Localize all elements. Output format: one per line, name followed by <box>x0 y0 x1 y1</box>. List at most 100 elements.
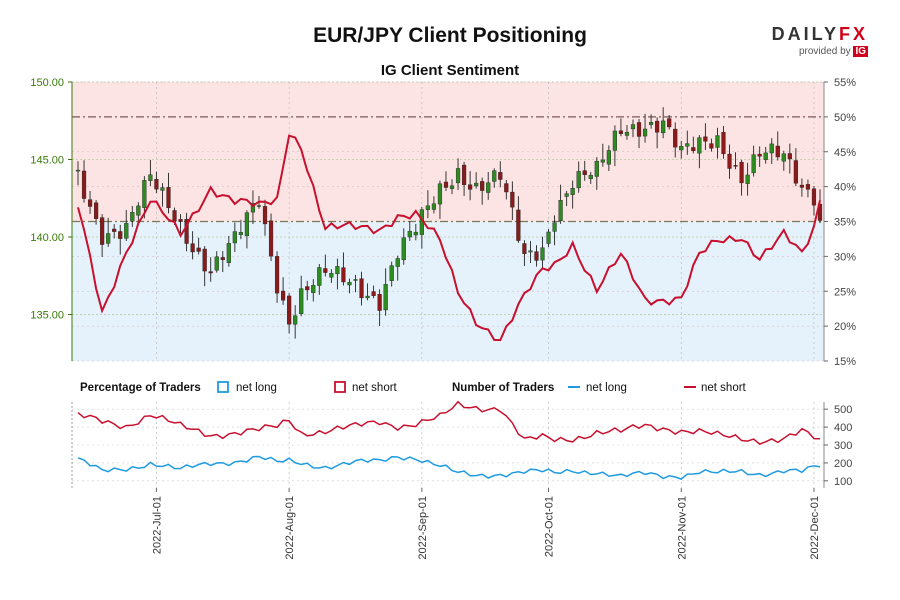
candle-body <box>600 159 605 163</box>
candle-body <box>522 243 527 254</box>
candle-body <box>642 128 648 137</box>
candle-body <box>323 268 328 273</box>
net-short-count-line <box>77 400 821 445</box>
legend-pct-short-swatch <box>334 381 346 393</box>
candle-body <box>359 278 364 299</box>
candle-body <box>93 202 99 219</box>
candle-body <box>534 251 539 261</box>
candle-body <box>220 257 225 260</box>
candle-body <box>757 153 762 157</box>
candle-body <box>371 291 376 296</box>
candle-body <box>461 164 467 185</box>
candle-body <box>244 212 250 236</box>
candle-body <box>510 191 515 208</box>
candle-body <box>516 209 521 241</box>
candle-body <box>504 183 509 193</box>
candle-body <box>395 258 400 267</box>
candle-body <box>293 315 298 325</box>
traders-tick-label: 200 <box>834 458 852 470</box>
candle-body <box>769 143 774 154</box>
candle-body <box>727 153 732 169</box>
candle-body <box>347 282 352 286</box>
candle-body <box>558 200 563 222</box>
candle-body <box>799 184 805 188</box>
candle-body <box>87 199 93 207</box>
percent-tick-label: 55% <box>834 77 856 89</box>
legend-pct-long-label: net long <box>236 382 277 394</box>
candle-body <box>274 256 280 294</box>
candle-body <box>353 279 358 281</box>
chart-subtitle: IG Client Sentiment <box>380 62 520 79</box>
date-tick-label: 2022-Nov-01 <box>676 496 688 560</box>
candle-body <box>299 288 304 314</box>
candle-body <box>335 266 340 275</box>
candle-body <box>612 130 617 151</box>
dailyfx-logo: DAILYFX provided by IG <box>758 24 868 57</box>
candle-body <box>793 160 798 184</box>
candle-body <box>498 172 503 180</box>
traders-gridlines <box>71 402 824 488</box>
candle-body <box>805 184 811 190</box>
candle-body <box>811 188 817 206</box>
percent-tick-label: 50% <box>834 112 856 124</box>
candle-body <box>721 132 726 155</box>
candle-body <box>787 153 792 160</box>
candle-body <box>709 143 714 149</box>
candle-body <box>317 267 322 286</box>
candle-body <box>136 205 141 216</box>
traders-tick-label: 100 <box>834 476 852 488</box>
right-percent-axis: 55% 50% 45% 40% 35% 30% 25% 20% 15% <box>824 77 856 368</box>
logo-provided-by: provided by IG <box>798 46 868 57</box>
candle-body <box>389 265 394 281</box>
candle-body <box>540 247 545 261</box>
traders-panel: 500 400 300 200 100 <box>71 400 852 488</box>
legend-num-long-label: net long <box>586 382 627 394</box>
candle-body <box>763 152 768 160</box>
candle-body <box>130 212 135 222</box>
candle-body <box>202 248 207 272</box>
candle-body <box>214 256 219 271</box>
date-tick-label: 2022-Aug-01 <box>284 496 296 560</box>
candle-body <box>745 174 750 184</box>
candle-body <box>673 128 678 148</box>
candle-body <box>655 120 660 133</box>
candle-body <box>582 170 587 176</box>
price-tick-label: 150.00 <box>30 77 64 89</box>
candle-body <box>697 137 702 154</box>
candle-body <box>667 118 672 128</box>
logo-wordmark: DAILYFX <box>771 24 868 44</box>
candle-body <box>564 193 569 197</box>
candle-body <box>238 232 243 235</box>
candle-body <box>383 284 388 311</box>
legend-pct-title: Percentage of Traders <box>80 382 201 394</box>
candle-body <box>528 250 533 253</box>
candle-body <box>281 290 286 301</box>
candle-body <box>437 183 443 205</box>
candle-body <box>166 187 171 209</box>
candle-body <box>570 188 575 195</box>
candle-body <box>685 143 690 147</box>
candle-body <box>100 217 105 245</box>
percent-tick-label: 40% <box>834 182 856 194</box>
date-tick-label: 2022-Oct-01 <box>544 496 556 557</box>
candle-body <box>474 182 479 187</box>
candle-body <box>552 222 557 232</box>
candle-body <box>262 206 268 225</box>
candle-body <box>594 160 599 177</box>
percent-tick-label: 25% <box>834 286 856 298</box>
date-tick-label: 2022-Sep-01 <box>417 496 429 560</box>
date-tick-label: 2022-Dec-01 <box>809 496 821 560</box>
candle-body <box>407 230 412 238</box>
legend-num-title: Number of Traders <box>452 382 554 394</box>
candle-body <box>81 170 87 199</box>
candle-body <box>648 122 654 125</box>
traders-tick-label: 400 <box>834 422 852 434</box>
candle-body <box>172 210 177 222</box>
net-short-percentage-line <box>77 134 821 342</box>
candle-body <box>124 223 129 239</box>
legend-num-short-label: net short <box>701 382 747 394</box>
candle-body <box>606 150 611 165</box>
candle-body <box>636 122 642 137</box>
traders-tick-label: 500 <box>834 404 852 416</box>
